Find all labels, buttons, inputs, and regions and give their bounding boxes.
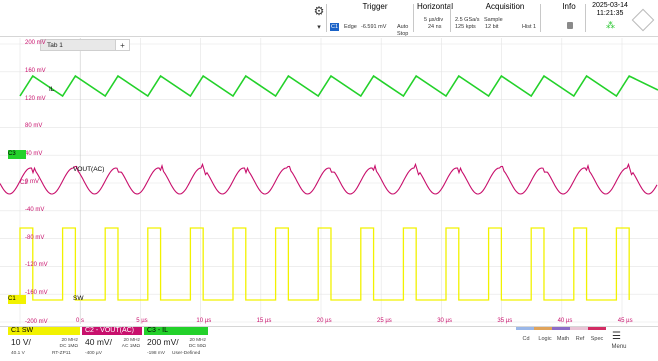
x-tick-label: 45 µs	[617, 318, 633, 324]
waveform-svg	[0, 38, 658, 324]
c2-waveform	[0, 162, 658, 195]
horizontal-position: 24 ns	[428, 24, 442, 30]
c1-probe: RT-ZP11	[52, 351, 71, 356]
menu-button[interactable]: Menu	[611, 344, 627, 350]
tab-1[interactable]: Tab 1	[40, 39, 116, 51]
y-tick-label: 120 mV	[25, 95, 46, 102]
divider	[585, 4, 586, 32]
chevron-down-icon[interactable]: ▾	[317, 24, 321, 31]
c3-waveform	[19, 74, 658, 98]
y-tick-label: 0 mV	[25, 179, 40, 185]
color-strip	[588, 327, 606, 330]
c2-offset: -400 µV	[85, 351, 102, 356]
c2-bandwidth: 20 MHz	[123, 338, 140, 343]
c1-head: C1 SW	[8, 327, 80, 335]
y-tick-label: -200 mV	[25, 319, 48, 325]
x-tick-label: 5 µs	[136, 318, 148, 324]
divider	[413, 4, 414, 32]
trigger-title: Trigger	[362, 2, 388, 11]
c2-coupling: AC 1MΩ	[121, 344, 140, 349]
y-tick-label: -120 mV	[25, 262, 48, 269]
lock-icon[interactable]	[567, 22, 573, 29]
bit-depth: 12 bit	[485, 24, 499, 30]
sw-trace-label: SW	[73, 295, 84, 302]
c1-bandwidth: 20 MHz	[61, 338, 78, 343]
divider	[326, 4, 327, 32]
network-icon: ⁂	[606, 20, 615, 30]
time-label: 11:21:35	[596, 10, 624, 17]
vout-trace-label: VOUT(AC)	[73, 166, 105, 173]
divider	[450, 4, 451, 32]
sample-rate: 2.5 GSa/s	[455, 17, 480, 23]
settings-gear-icon[interactable]: ⚙ ▾	[313, 4, 325, 31]
c3-offset-marker[interactable]: C3	[8, 150, 26, 159]
status-bar	[0, 0, 658, 37]
divider	[540, 4, 541, 32]
x-tick-label: 40 µs	[557, 318, 573, 324]
color-strip	[552, 327, 570, 330]
cursor-button[interactable]: Cd	[522, 336, 530, 342]
y-tick-label: -160 mV	[25, 290, 48, 297]
il-trace-label: IL	[49, 86, 55, 93]
c3-coupling: DC 50Ω	[188, 344, 206, 349]
trigger-state: Stop	[397, 31, 409, 37]
y-tick-label: 40 mV	[25, 151, 43, 158]
horizontal-panel[interactable]: Horizontal	[415, 2, 455, 34]
c3-probe: User-Defined	[172, 351, 201, 356]
x-tick-label: 35 µs	[497, 318, 513, 324]
x-tick-label: 10 µs	[196, 318, 212, 324]
history-label: Hist 1	[522, 24, 537, 30]
y-tick-label: 200 mV	[25, 40, 46, 46]
y-tick-label: 160 mV	[25, 67, 46, 74]
trigger-mode: Auto	[397, 24, 409, 30]
c2-offset-marker[interactable]: C2	[20, 180, 28, 186]
grid	[0, 38, 658, 324]
ref-button[interactable]: Ref	[575, 336, 585, 342]
waveform-display[interactable]	[0, 38, 658, 324]
c3-bandwidth: 20 MHz	[189, 338, 206, 343]
color-strip	[534, 327, 552, 330]
channel-c2-box[interactable]: C2 - VOUT(AC) 40 mV/ 20 MHz AC 1MΩ -400 …	[82, 327, 142, 360]
horizontal-title: Horizontal	[416, 2, 453, 11]
c2-scale: 40 mV/	[85, 337, 112, 347]
c3-offset: -198 mV	[147, 351, 166, 356]
trigger-level: -6.591 mV	[361, 24, 387, 30]
c3-head: C3 - IL	[144, 327, 208, 335]
channel-c3-box[interactable]: C3 - IL 200 mV/ 20 MHz DC 50Ω -198 mV Us…	[144, 327, 208, 360]
trigger-panel[interactable]: Trigger	[328, 2, 422, 34]
y-tick-label: -80 mV	[25, 234, 45, 241]
acq-mode: Sample	[484, 17, 503, 23]
logic-button[interactable]: Logic	[538, 336, 552, 342]
acquisition-panel[interactable]: Acquisition	[452, 2, 558, 34]
y-tick-label: -40 mV	[25, 206, 45, 213]
horizontal-scale: 5 µs/div	[424, 17, 444, 23]
c2-head: C2 - VOUT(AC)	[82, 327, 142, 335]
c1-waveform	[19, 227, 630, 301]
x-tick-label: 25 µs	[377, 318, 392, 324]
math-button[interactable]: Math	[556, 336, 570, 342]
date-label: 2025-03-14	[592, 2, 628, 9]
info-title: Info	[562, 2, 576, 11]
c1-scale: 10 V/	[11, 337, 31, 347]
c1-coupling: DC 1MΩ	[59, 344, 78, 349]
spec-button[interactable]: Spec	[590, 336, 604, 342]
add-tab-button[interactable]: +	[116, 39, 130, 51]
info-panel[interactable]: Info	[548, 2, 590, 34]
trigger-source-badge: C1	[330, 23, 339, 31]
c1-offset-marker[interactable]: C1	[8, 295, 26, 304]
x-tick-label: 15 µs	[256, 318, 272, 324]
c1-offset: 40.1 V	[11, 351, 25, 356]
channel-c1-box[interactable]: C1 SW 10 V/ 20 MHz DC 1MΩ 40.1 V RT-ZP11	[8, 327, 80, 360]
x-tick-label: 0 s	[76, 318, 85, 324]
y-tick-label: 80 mV	[25, 123, 43, 130]
x-tick-label: 20 µs	[316, 318, 332, 324]
c3-scale: 200 mV/	[147, 337, 179, 347]
x-tick-label: 30 µs	[437, 318, 452, 324]
menu-icon[interactable]: ☰	[612, 331, 621, 342]
color-strip	[516, 327, 534, 330]
record-length: 125 kpts	[455, 24, 476, 30]
trigger-type: Edge	[344, 24, 357, 30]
acquisition-title: Acquisition	[485, 2, 525, 11]
color-strip	[570, 327, 588, 330]
